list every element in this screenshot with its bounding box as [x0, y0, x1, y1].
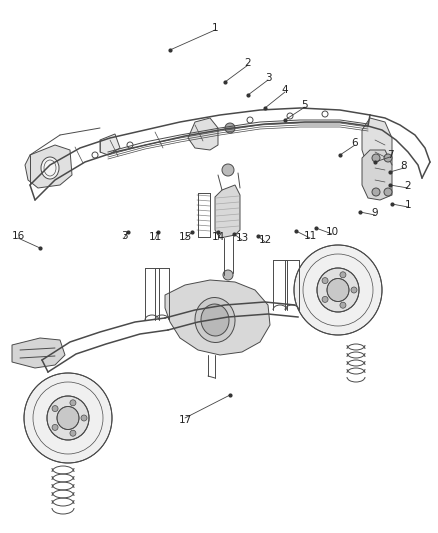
Circle shape	[384, 154, 392, 162]
Text: 4: 4	[282, 85, 288, 95]
Text: 3: 3	[121, 231, 127, 241]
Ellipse shape	[57, 407, 79, 430]
Ellipse shape	[41, 157, 59, 179]
Text: 7: 7	[387, 150, 393, 160]
Circle shape	[70, 430, 76, 436]
Circle shape	[340, 302, 346, 308]
Text: 17: 17	[178, 415, 192, 425]
Circle shape	[322, 296, 328, 302]
Ellipse shape	[327, 279, 349, 302]
Ellipse shape	[195, 297, 235, 343]
Circle shape	[52, 424, 58, 431]
Circle shape	[223, 270, 233, 280]
Text: 9: 9	[372, 208, 378, 218]
Ellipse shape	[294, 245, 382, 335]
Circle shape	[322, 278, 328, 284]
Circle shape	[372, 188, 380, 196]
Text: 15: 15	[178, 232, 192, 242]
Polygon shape	[25, 145, 72, 188]
Circle shape	[351, 287, 357, 293]
Polygon shape	[215, 185, 240, 238]
Polygon shape	[188, 118, 218, 150]
Circle shape	[52, 406, 58, 411]
Circle shape	[340, 272, 346, 278]
Text: 8: 8	[401, 161, 407, 171]
Ellipse shape	[201, 304, 229, 336]
Text: 11: 11	[304, 231, 317, 241]
Text: 11: 11	[148, 232, 162, 242]
Text: 1: 1	[405, 200, 411, 210]
Polygon shape	[362, 150, 392, 200]
Circle shape	[222, 164, 234, 176]
Ellipse shape	[47, 396, 89, 440]
Polygon shape	[362, 118, 392, 172]
Text: 6: 6	[352, 138, 358, 148]
Polygon shape	[12, 338, 65, 368]
Text: 13: 13	[235, 233, 249, 243]
Circle shape	[70, 400, 76, 406]
Polygon shape	[165, 280, 270, 355]
Text: 16: 16	[11, 231, 25, 241]
Text: 2: 2	[245, 58, 251, 68]
Ellipse shape	[317, 268, 359, 312]
Circle shape	[384, 188, 392, 196]
Text: 2: 2	[405, 181, 411, 191]
Circle shape	[81, 415, 87, 421]
Circle shape	[372, 154, 380, 162]
Polygon shape	[100, 134, 120, 155]
Text: 5: 5	[302, 100, 308, 110]
Ellipse shape	[24, 373, 112, 463]
Text: 12: 12	[258, 235, 272, 245]
Text: 14: 14	[212, 232, 225, 242]
Text: 10: 10	[325, 227, 339, 237]
Text: 3: 3	[265, 73, 271, 83]
Circle shape	[225, 123, 235, 133]
Text: 1: 1	[212, 23, 218, 33]
